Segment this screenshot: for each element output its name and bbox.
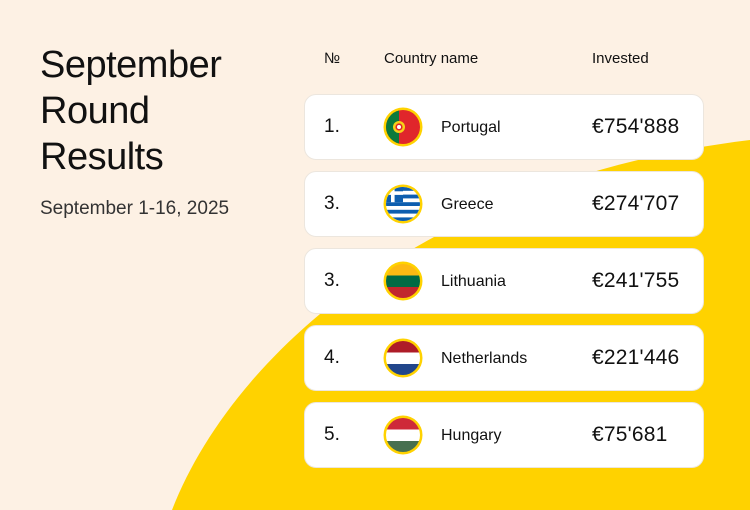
rank: 3. [324,193,340,214]
lithuania-flag-icon [383,261,423,301]
table-row: 5. Hungary €75'681 [304,402,704,468]
country-name: Greece [441,196,494,213]
country-name: Hungary [441,427,502,444]
invested-amount: €754'888 [592,115,680,138]
invested-amount: €221'446 [592,346,680,369]
country-name: Netherlands [441,350,528,367]
table-row: 1. Portugal €754'888 [304,94,704,160]
title-line: September [40,44,222,86]
page-title: September Round Results [40,42,229,180]
table-row: 3. Lithuania €241'755 [304,248,704,314]
table-row: 4. Netherlands €221'446 [304,325,704,391]
country-name: Lithuania [441,273,506,290]
greece-flag-icon [383,184,423,224]
title-block: September Round Results September 1-16, … [40,42,229,220]
title-line: Round [40,90,150,132]
date-range: September 1-16, 2025 [40,198,230,219]
rank: 3. [324,270,340,291]
results-table: 1. Portugal €754'888 3. [304,94,704,479]
invested-amount: €75'681 [592,423,668,446]
column-header-number: № [324,50,341,67]
netherlands-flag-icon [383,338,423,378]
title-line: Results [40,136,164,178]
invested-amount: €241'755 [592,269,680,292]
invested-amount: €274'707 [592,192,680,215]
rank: 4. [324,347,340,368]
hungary-flag-icon [383,415,423,455]
country-name: Portugal [441,119,501,136]
table-row: 3. Greece €274'707 [304,171,704,237]
column-header-invested: Invested [592,50,649,67]
portugal-flag-icon [383,107,423,147]
table-header: № Country name Invested [0,50,750,70]
rank: 5. [324,424,340,445]
rank: 1. [324,116,340,137]
column-header-country: Country name [384,50,479,67]
